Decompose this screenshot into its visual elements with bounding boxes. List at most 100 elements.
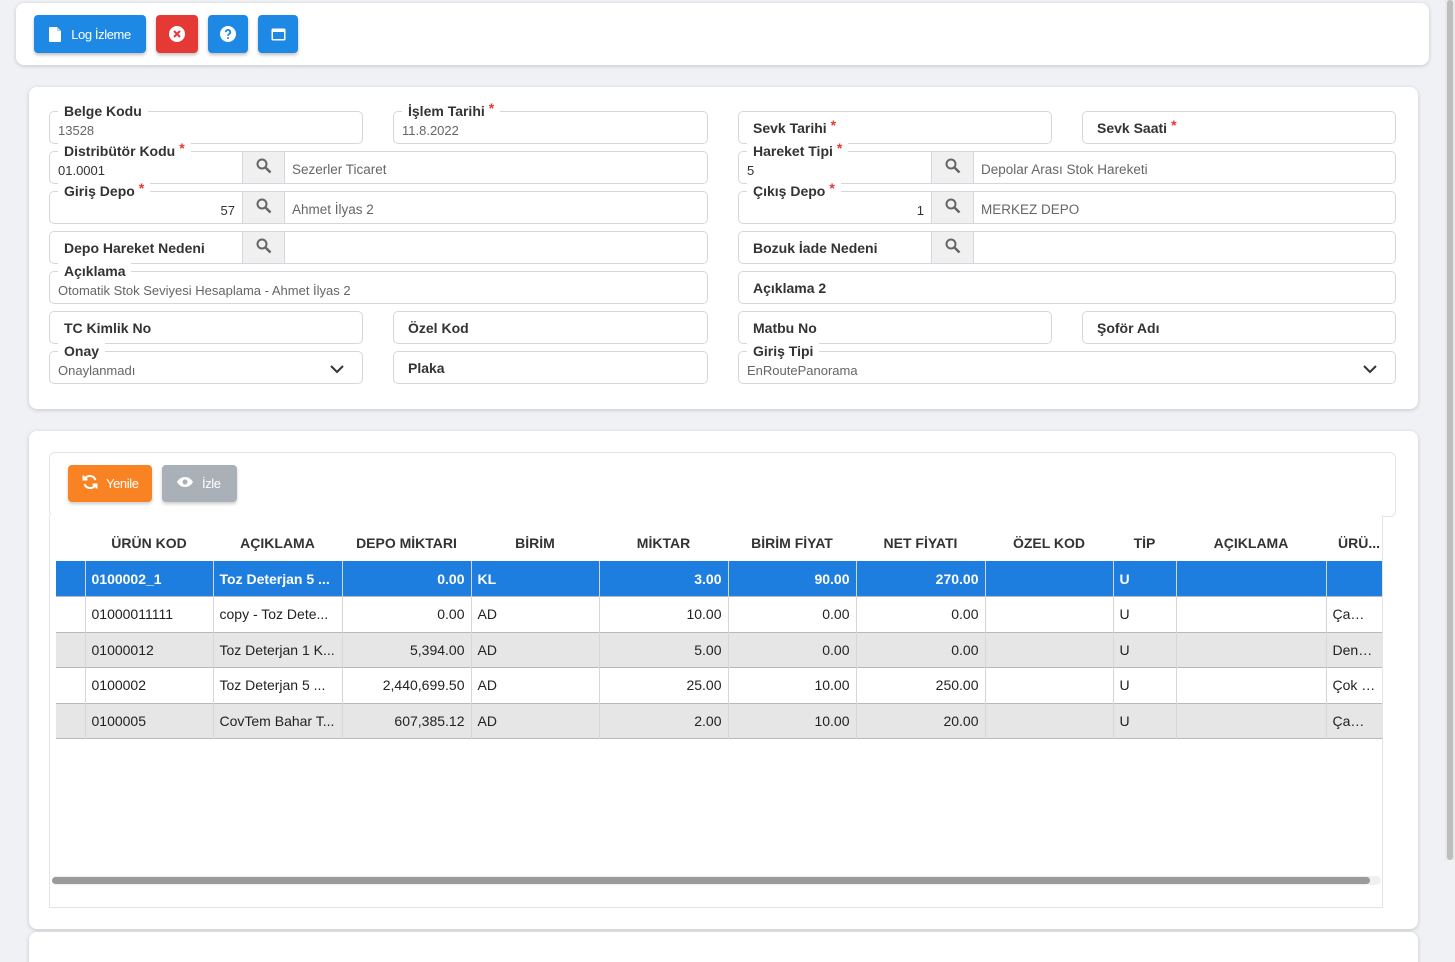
table-cell: 250.00 bbox=[856, 667, 986, 703]
table-cell bbox=[985, 596, 1114, 632]
giris-depo-input[interactable]: 57 bbox=[50, 192, 243, 223]
column-header[interactable]: MİKTAR bbox=[636, 535, 691, 551]
chevron-down-icon bbox=[1363, 361, 1377, 377]
giris-tipi-select[interactable]: Giriş Tipi EnRoutePanorama bbox=[738, 343, 1396, 384]
distributor-kodu-input[interactable]: 01.0001 bbox=[50, 152, 243, 183]
grid-toolbar: Yenile İzle bbox=[49, 452, 1396, 517]
cikis-depo-desc: MERKEZ DEPO bbox=[981, 202, 1080, 217]
table-cell bbox=[985, 703, 1114, 739]
onay-select[interactable]: Onay Onaylanmadı bbox=[49, 343, 363, 384]
table-cell: 0100002 bbox=[85, 667, 214, 703]
hareket-tipi-field: 5 Depolar Arası Stok Hareketi Hareket Ti… bbox=[738, 140, 1396, 184]
table-cell: 0.00 bbox=[856, 632, 986, 668]
table-cell: U bbox=[1113, 667, 1177, 703]
table-cell: 0100005 bbox=[85, 703, 214, 739]
tc-kimlik-no-label: TC Kimlik No bbox=[58, 320, 158, 336]
log-view-button[interactable]: Log İzleme bbox=[34, 15, 146, 53]
matbu-no-field[interactable]: Matbu No bbox=[738, 311, 1052, 344]
ozel-kod-field[interactable]: Özel Kod bbox=[393, 311, 708, 344]
row-selector[interactable] bbox=[56, 667, 86, 703]
cikis-depo-label: Çıkış Depo * bbox=[747, 180, 841, 199]
column-header[interactable]: BİRİM bbox=[515, 535, 555, 551]
search-icon bbox=[256, 158, 272, 177]
giris-tipi-label: Giriş Tipi bbox=[747, 343, 820, 359]
table-cell: Dene... bbox=[1326, 632, 1382, 668]
sevk-tarihi-label: Sevk Tarihi * bbox=[747, 117, 843, 136]
vertical-scrollbar[interactable] bbox=[1445, 0, 1455, 860]
sevk-saati-field[interactable]: Sevk Saati * bbox=[1082, 111, 1396, 144]
tc-kimlik-no-field[interactable]: TC Kimlik No bbox=[49, 311, 363, 344]
depo-hareket-nedeni-search-button[interactable] bbox=[243, 232, 285, 263]
table-row[interactable]: 0100002_1 Toz Deterjan 5 ... 0.00 KL 3.0… bbox=[56, 561, 1382, 597]
horizontal-scrollbar[interactable] bbox=[52, 876, 1381, 885]
aciklama2-field[interactable]: Açıklama 2 bbox=[738, 271, 1396, 304]
refresh-button[interactable]: Yenile bbox=[68, 465, 152, 502]
column-header[interactable]: AÇIKLAMA bbox=[240, 535, 315, 551]
table-row[interactable]: 0100005 CovTem Bahar T... 607,385.12 AD … bbox=[56, 703, 1382, 739]
column-header[interactable]: ÜRÜN KOD bbox=[111, 535, 187, 551]
row-selector[interactable] bbox=[56, 632, 86, 668]
log-view-label: Log İzleme bbox=[71, 26, 131, 42]
row-selector[interactable] bbox=[56, 703, 86, 739]
scrollbar-thumb[interactable] bbox=[52, 877, 1370, 884]
cikis-depo-input[interactable]: 1 bbox=[739, 192, 932, 223]
bozuk-iade-nedeni-search-button[interactable] bbox=[932, 232, 974, 263]
sofor-adi-field[interactable]: Şoför Adı bbox=[1082, 311, 1396, 344]
islem-tarihi-field[interactable]: İşlem Tarihi * 11.8.2022 bbox=[393, 100, 708, 144]
belge-kodu-field[interactable]: Belge Kodu 13528 bbox=[49, 103, 363, 144]
aciklama-field[interactable]: Açıklama Otomatik Stok Seviyesi Hesaplam… bbox=[49, 263, 708, 304]
table-cell: U bbox=[1113, 632, 1177, 668]
table-cell bbox=[985, 667, 1114, 703]
plaka-label: Plaka bbox=[402, 360, 451, 376]
table-cell: 0100002_1 bbox=[85, 561, 214, 597]
ozel-kod-label: Özel Kod bbox=[402, 320, 475, 336]
row-selector[interactable] bbox=[56, 561, 86, 597]
table-cell: 5,394.00 bbox=[342, 632, 472, 668]
table-cell: CovTem Bahar T... bbox=[213, 703, 343, 739]
eye-icon bbox=[176, 476, 194, 491]
bozuk-iade-nedeni-input[interactable] bbox=[739, 232, 932, 263]
close-button[interactable] bbox=[156, 15, 198, 53]
column-header[interactable]: NET FİYATI bbox=[883, 535, 958, 551]
view-button[interactable]: İzle bbox=[162, 465, 237, 502]
column-header[interactable]: TİP bbox=[1133, 535, 1156, 551]
hareket-tipi-input[interactable]: 5 bbox=[739, 152, 932, 183]
plaka-field[interactable]: Plaka bbox=[393, 351, 708, 384]
help-button[interactable] bbox=[208, 15, 248, 53]
giris-depo-search-button[interactable] bbox=[243, 192, 285, 223]
giris-depo-desc: Ahmet İlyas 2 bbox=[292, 202, 374, 217]
table-row[interactable]: 01000012 Toz Deterjan 1 K... 5,394.00 AD… bbox=[56, 632, 1382, 668]
giris-depo-field: 57 Ahmet İlyas 2 Giriş Depo * bbox=[49, 180, 708, 224]
column-header[interactable]: DEPO MİKTARI bbox=[356, 535, 457, 551]
islem-tarihi-value: 11.8.2022 bbox=[402, 123, 459, 138]
refresh-label: Yenile bbox=[106, 476, 139, 491]
cikis-depo-search-button[interactable] bbox=[932, 192, 974, 223]
column-header[interactable]: ÜRÜ... bbox=[1338, 535, 1380, 551]
scrollbar-thumb[interactable] bbox=[1447, 0, 1453, 860]
search-icon bbox=[945, 238, 961, 257]
sevk-tarihi-field[interactable]: Sevk Tarihi * bbox=[738, 111, 1052, 144]
table-cell: 2.00 bbox=[599, 703, 729, 739]
table-cell: 0.00 bbox=[728, 596, 857, 632]
aciklama2-label: Açıklama 2 bbox=[747, 280, 833, 296]
column-header[interactable]: ÖZEL KOD bbox=[1012, 535, 1086, 551]
table-cell: Çama... bbox=[1326, 596, 1382, 632]
table-cell: Çok S... bbox=[1326, 667, 1382, 703]
table-row[interactable]: 0100002 Toz Deterjan 5 ... 2,440,699.50 … bbox=[56, 667, 1382, 703]
window-icon bbox=[271, 28, 286, 41]
window-button[interactable] bbox=[258, 15, 298, 53]
table-cell: 90.00 bbox=[728, 561, 857, 597]
form-panel: Belge Kodu 13528 İşlem Tarihi * 11.8.2022… bbox=[29, 87, 1418, 409]
row-selector[interactable] bbox=[56, 596, 86, 632]
chevron-down-icon bbox=[330, 361, 344, 377]
column-header[interactable]: BİRİM FİYAT bbox=[751, 535, 833, 551]
column-header[interactable]: AÇIKLAMA bbox=[1213, 535, 1289, 551]
table-cell: 3.00 bbox=[599, 561, 729, 597]
hareket-tipi-search-button[interactable] bbox=[932, 152, 974, 183]
table-row[interactable]: 01000011111 copy - Toz Dete... 0.00 AD 1… bbox=[56, 596, 1382, 632]
help-icon bbox=[220, 26, 236, 42]
onay-value: Onaylanmadı bbox=[58, 363, 136, 378]
distributor-search-button[interactable] bbox=[243, 152, 285, 183]
table-cell: Toz Deterjan 5 ... bbox=[213, 667, 343, 703]
depo-hareket-nedeni-input[interactable] bbox=[50, 232, 243, 263]
